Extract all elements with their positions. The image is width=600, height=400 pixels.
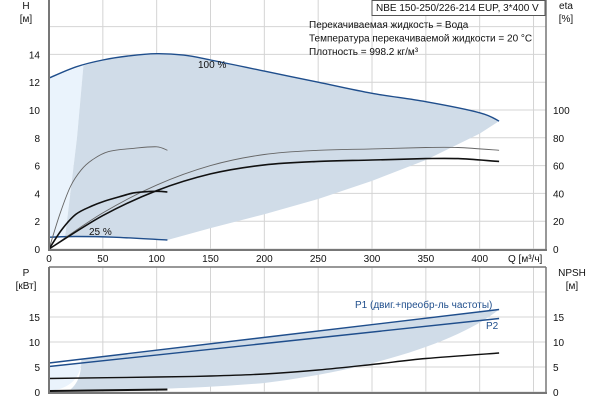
y-axis-unit: [кВт] [16, 281, 37, 292]
y-tick-label: 5 [34, 363, 40, 374]
annotation: Перекачиваемая жидкость = Вода [309, 20, 469, 31]
p1-label: P1 (двиг.+преобр-ль частоты) [355, 299, 492, 311]
y-tick-label: 4 [34, 189, 40, 200]
curve-eta-100-thin [48, 146, 500, 250]
series-label-25: 25 % [89, 227, 112, 238]
y2-tick-label: 10 [553, 338, 565, 349]
operating-area [65, 53, 500, 240]
y-axis-label: P [23, 268, 30, 279]
y2-tick-label: 0 [553, 388, 559, 399]
y-tick-label: 0 [34, 245, 40, 256]
chart-title: NBE 150-250/226-214 EUP, 3*400 V [376, 3, 539, 14]
curve-eta-100-thick [48, 157, 500, 250]
operating-area-light [49, 65, 84, 238]
p2-label: P2 [486, 321, 499, 332]
y-axis-unit: [м] [20, 14, 33, 25]
x-tick-label: 300 [364, 254, 381, 265]
x-tick-label: 350 [418, 254, 435, 265]
x-axis-label: Q [м³/ч] [508, 254, 543, 265]
y-tick-label: 6 [34, 162, 40, 173]
y2-axis-unit: [%] [559, 14, 574, 25]
y2-tick-label: 40 [553, 189, 565, 200]
y-tick-label: 10 [29, 106, 41, 117]
annotation: Температура перекачиваемой жидкости = 20… [309, 34, 532, 45]
y2-axis-unit: [м] [566, 281, 579, 292]
y-tick-label: 10 [29, 338, 41, 349]
curve-100- [48, 52, 500, 122]
x-tick-label: 50 [97, 254, 109, 265]
curve-25- [48, 235, 168, 241]
x-tick-label: 250 [310, 254, 327, 265]
y2-axis-label: NPSH [558, 268, 586, 279]
curve-eta-25-thick [48, 190, 168, 250]
y2-tick-label: 80 [553, 134, 565, 145]
y-tick-label: 15 [29, 313, 41, 324]
y2-tick-label: 20 [553, 217, 565, 228]
y-axis-label: H [22, 1, 29, 12]
curve-eta-25-thin [48, 146, 168, 250]
curve-P2 [48, 317, 500, 368]
y2-tick-label: 100 [553, 106, 570, 117]
x-tick-label: 200 [256, 254, 273, 265]
x-tick-label: 100 [148, 254, 165, 265]
y-tick-label: 14 [29, 50, 41, 61]
operating-area-light [49, 363, 82, 391]
title-box [371, 0, 546, 16]
y2-tick-label: 5 [553, 363, 559, 374]
y-tick-label: 2 [34, 217, 40, 228]
y2-tick-label: 60 [553, 162, 565, 173]
x-tick-label: 0 [46, 254, 52, 265]
series-label-100: 100 % [198, 60, 226, 71]
y-tick-label: 8 [34, 134, 40, 145]
annotation: Плотность = 998.2 кг/м³ [309, 47, 419, 58]
y2-tick-label: 0 [553, 245, 559, 256]
x-tick-label: 150 [202, 254, 219, 265]
x-tick-label: 400 [471, 254, 488, 265]
y2-tick-label: 15 [553, 313, 565, 324]
curve-NPSH [48, 352, 500, 380]
y-tick-label: 12 [29, 78, 41, 89]
y-tick-label: 0 [34, 388, 40, 399]
y2-axis-label: eta [559, 1, 573, 12]
curve-P-25 [48, 388, 168, 392]
curve-P1- [48, 308, 500, 364]
